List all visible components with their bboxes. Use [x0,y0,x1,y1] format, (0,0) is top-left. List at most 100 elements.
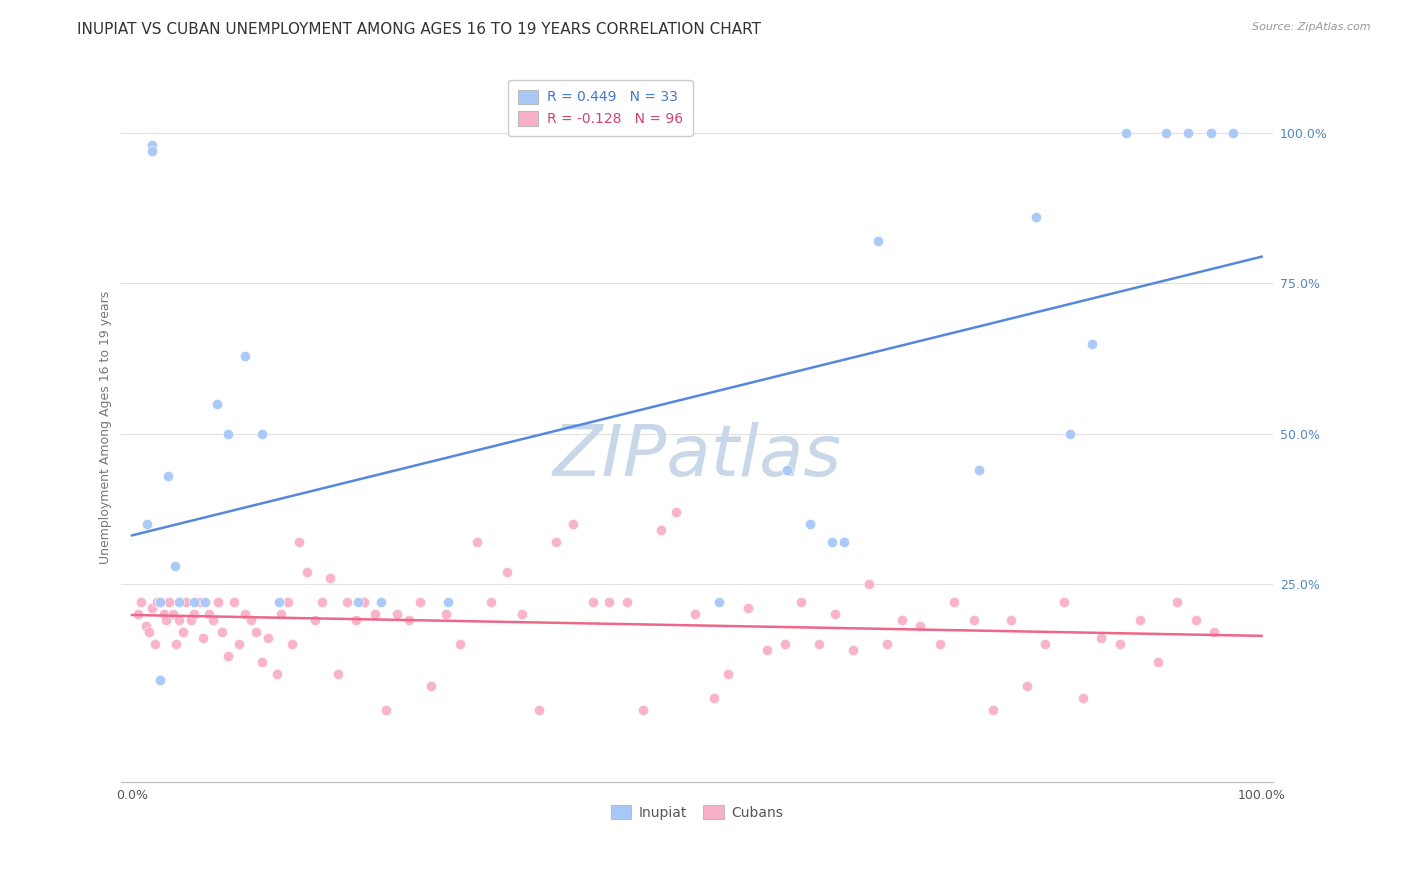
Point [183,595,205,609]
Point [928,637,950,651]
Point [233,607,256,621]
Text: Source: ZipAtlas.com: Source: ZipAtlas.com [1253,22,1371,32]
Point [561,516,583,531]
Point [169,595,191,609]
Legend: Inupiat, Cubans: Inupiat, Cubans [605,799,789,825]
Point [962,613,984,627]
Point [141,601,163,615]
Point [180,613,202,627]
Point [281,637,304,651]
Point [250,655,273,669]
Point [821,534,844,549]
Point [250,426,273,441]
Point [387,607,409,621]
Point [1059,426,1081,441]
Text: ZIPatlas: ZIPatlas [553,422,841,491]
Point [318,571,340,585]
Point [807,637,830,651]
Point [266,667,288,681]
Point [1204,625,1226,640]
Point [1033,637,1056,651]
Point [353,595,375,609]
Point [616,595,638,609]
Point [295,565,318,579]
Point [420,679,443,693]
Point [207,595,229,609]
Point [174,595,197,609]
Point [1154,126,1177,140]
Point [1081,336,1104,351]
Point [205,396,228,410]
Point [479,595,502,609]
Point [146,595,169,609]
Point [981,703,1004,717]
Point [311,595,333,609]
Point [703,691,725,706]
Point [157,595,180,609]
Point [866,235,889,249]
Point [496,565,519,579]
Point [790,595,813,609]
Point [1090,631,1112,645]
Point [544,534,567,549]
Point [1053,595,1076,609]
Point [1025,211,1047,225]
Point [891,613,914,627]
Point [1177,126,1199,140]
Point [1071,691,1094,706]
Point [169,613,191,627]
Point [832,534,855,549]
Point [943,595,966,609]
Point [631,703,654,717]
Point [364,607,387,621]
Point [665,505,688,519]
Point [202,613,225,627]
Text: INUPIAT VS CUBAN UNEMPLOYMENT AMONG AGES 16 TO 19 YEARS CORRELATION CHART: INUPIAT VS CUBAN UNEMPLOYMENT AMONG AGES… [77,22,761,37]
Point [256,631,278,645]
Point [198,607,221,621]
Point [326,667,349,681]
Point [129,595,152,609]
Point [172,625,194,640]
Point [598,595,620,609]
Point [228,637,250,651]
Point [773,637,796,651]
Point [755,643,778,657]
Point [336,595,359,609]
Point [304,613,326,627]
Point [141,144,163,158]
Point [344,613,367,627]
Point [1015,679,1038,693]
Point [127,607,149,621]
Point [776,463,799,477]
Point [149,673,172,687]
Point [267,595,290,609]
Point [222,595,245,609]
Point [824,607,846,621]
Point [152,607,174,621]
Point [347,595,370,609]
Point [841,643,863,657]
Point [270,607,292,621]
Point [183,607,205,621]
Point [876,637,898,651]
Point [409,595,432,609]
Point [910,619,932,633]
Point [967,463,990,477]
Point [527,703,550,717]
Point [149,595,172,609]
Point [799,516,821,531]
Point [1222,126,1244,140]
Point [155,613,177,627]
Point [370,595,392,609]
Point [149,595,172,609]
Point [1185,613,1208,627]
Point [1109,637,1132,651]
Point [138,625,160,640]
Point [449,637,471,651]
Point [375,703,398,717]
Point [465,534,488,549]
Point [143,637,166,651]
Point [165,637,187,651]
Point [737,601,759,615]
